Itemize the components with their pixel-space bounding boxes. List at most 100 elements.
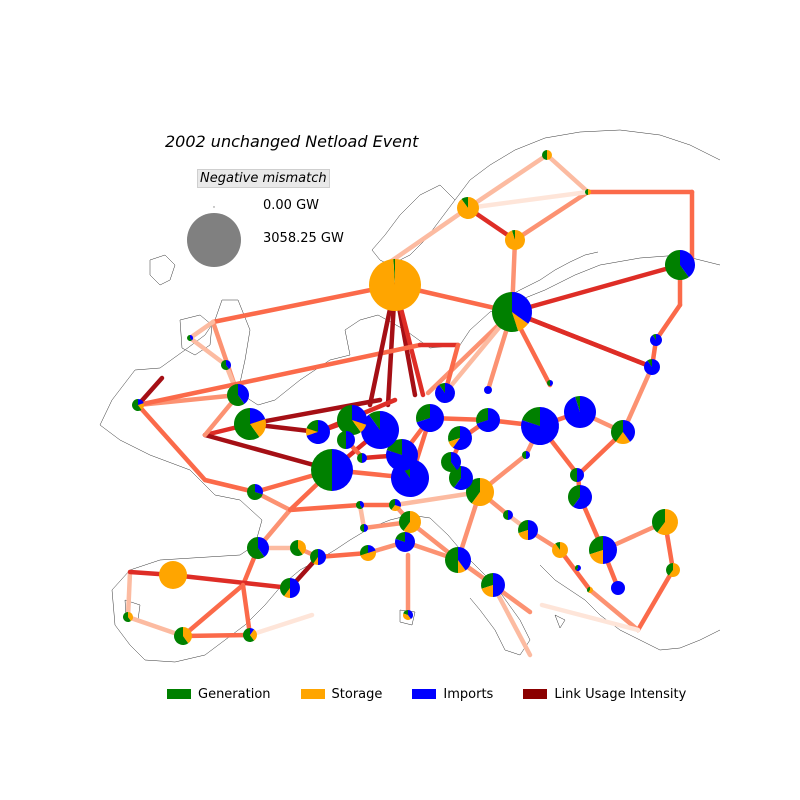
transmission-link (125, 614, 186, 639)
transmission-link (387, 205, 471, 265)
generation-slice (570, 468, 577, 482)
storage-slice (481, 585, 493, 597)
transmission-link (247, 612, 315, 638)
node-pie (563, 396, 596, 428)
transmission-link (170, 572, 293, 591)
generation-slice (337, 405, 361, 436)
imports-slice (346, 431, 355, 449)
node-pie (448, 426, 473, 451)
imports-slice (484, 386, 492, 394)
storage-slice (589, 550, 603, 564)
node-pie (311, 449, 353, 491)
generation-slice (575, 396, 580, 412)
node-pie (355, 501, 364, 509)
coastline-path (501, 251, 599, 301)
storage-slice (547, 150, 552, 160)
imports-slice (611, 581, 625, 595)
node-pie (280, 578, 300, 598)
transmission-link (539, 602, 641, 633)
legend-label-generation: Generation (198, 686, 271, 702)
node-pie (570, 468, 584, 482)
imports-slice (680, 250, 696, 278)
generation-slice (665, 250, 689, 281)
node-pie (542, 150, 552, 160)
node-pie (457, 197, 480, 220)
node-pie (337, 405, 368, 436)
storage-slice (512, 312, 529, 332)
node-pie (445, 547, 472, 573)
node-pie (361, 411, 400, 449)
storage-slice (588, 587, 593, 594)
node-pie (434, 383, 455, 404)
node-pie (441, 452, 462, 472)
storage-slice (305, 428, 318, 436)
storage-slice (352, 420, 367, 433)
generation-slice (589, 536, 603, 555)
generation-slice (481, 573, 493, 589)
node-pie (289, 540, 306, 556)
generation-slice (187, 335, 192, 341)
transmission-link (125, 569, 133, 620)
node-pie (187, 335, 194, 341)
map-title: 2002 unchanged Netload Event (165, 132, 419, 151)
imports-slice (508, 510, 513, 520)
transmission-link (187, 335, 229, 368)
node-pie (575, 565, 581, 571)
node-pie (132, 399, 145, 411)
generation-slice (476, 408, 488, 424)
generation-slice (289, 540, 303, 556)
transmission-link (180, 582, 246, 639)
generation-slice (547, 380, 550, 386)
generation-slice (568, 485, 580, 507)
node-pie (247, 484, 263, 500)
storage-slice (250, 629, 258, 641)
imports-slice (362, 453, 367, 463)
generation-slice (522, 451, 526, 459)
imports-slice (368, 545, 376, 553)
node-pies-layer (123, 150, 696, 645)
coastline-path (99, 254, 721, 426)
imports-slice (364, 524, 368, 532)
legend-label-storage: Storage (331, 686, 383, 702)
legend-label-imports: Imports (443, 686, 494, 702)
generation-slice (227, 384, 245, 407)
generation-slice (280, 578, 290, 597)
transmission-link (187, 319, 216, 341)
storage-swatch (300, 689, 325, 699)
storage-slice (518, 530, 528, 540)
generation-slice (491, 292, 519, 333)
imports-slice (258, 537, 269, 557)
imports-slice (476, 408, 500, 433)
imports-slice (226, 360, 231, 370)
imports-slice (386, 439, 418, 471)
generation-slice (521, 407, 540, 426)
transmission-link (392, 489, 483, 508)
legend-item-link-usage: Link Usage Intensity (523, 687, 686, 702)
transmission-link (465, 189, 591, 211)
node-pie (503, 510, 513, 520)
size-legend-large-marker (187, 213, 241, 267)
imports-swatch (412, 689, 437, 699)
coastline-path (149, 254, 176, 286)
node-pie (399, 511, 422, 534)
imports-slice (550, 380, 553, 386)
node-pie (305, 420, 330, 445)
generation-slice (448, 426, 460, 442)
storage-slice (128, 612, 134, 622)
size-legend-large-label: 3058.25 GW (263, 231, 344, 246)
node-pie (650, 334, 663, 346)
transmission-link (509, 262, 683, 315)
coastline-path (99, 424, 531, 663)
storage-slice (552, 542, 569, 558)
node-pie (476, 408, 500, 433)
generation-slice (357, 453, 362, 463)
transmission-link (465, 152, 550, 211)
node-pie (484, 386, 492, 394)
storage-slice (284, 588, 290, 598)
legend-item-generation: Generation (167, 687, 271, 702)
generation-slice (652, 509, 665, 533)
storage-slice (588, 189, 591, 195)
node-pie (585, 189, 591, 195)
generation-slice (666, 563, 673, 576)
imports-slice (318, 549, 326, 565)
